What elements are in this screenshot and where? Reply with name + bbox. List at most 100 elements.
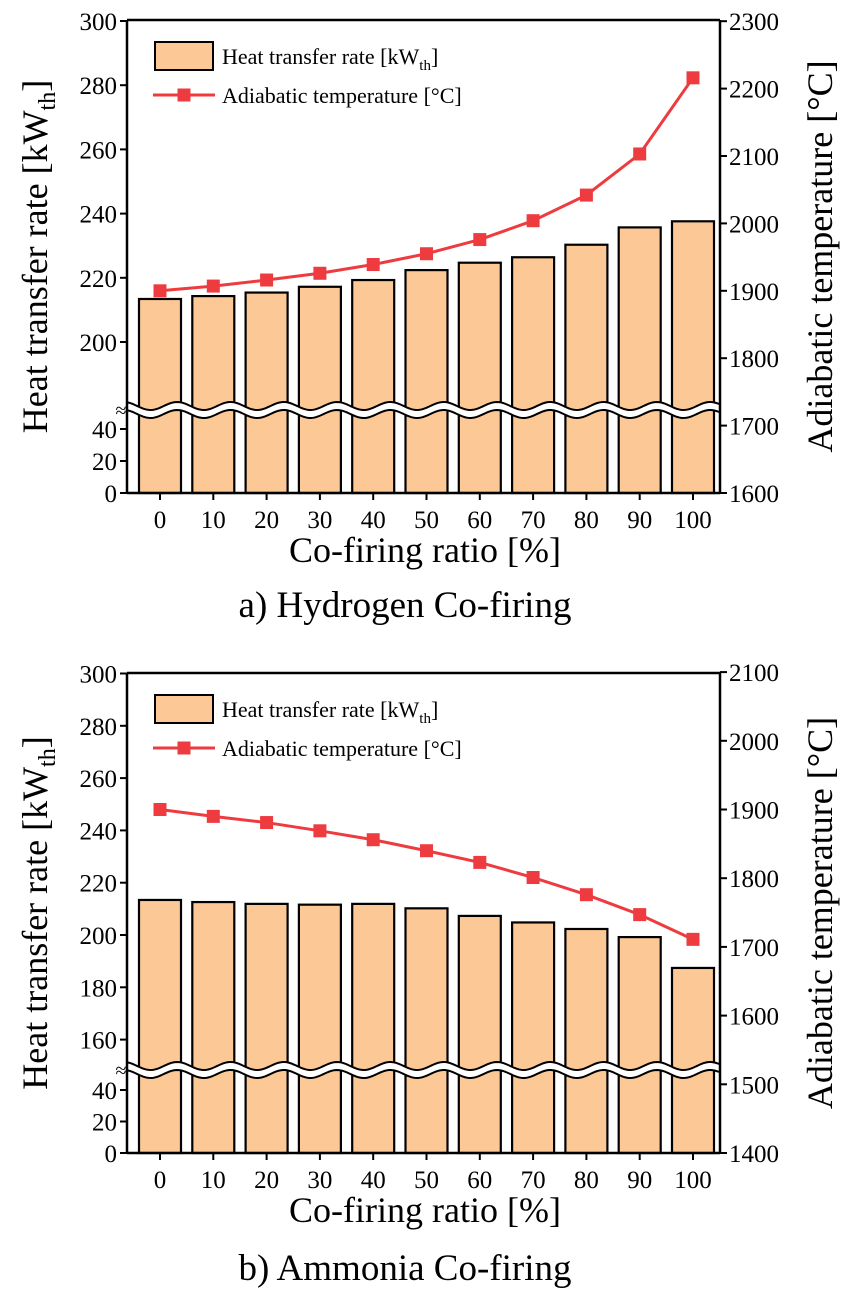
right-y-tick-label: 1900 <box>729 798 779 825</box>
legend-bar-swatch <box>154 41 214 71</box>
left-y-tick-label: 240 <box>80 818 118 845</box>
x-tick-label: 80 <box>574 1167 599 1194</box>
bar <box>244 291 289 495</box>
x-tick-label: 0 <box>154 507 167 534</box>
right-y-tick-label: 1600 <box>729 481 779 508</box>
legend-bar-label-end: ] <box>431 697 438 722</box>
x-tick-label: 50 <box>414 1167 439 1194</box>
axis-break-symbol: ≈ <box>116 1060 127 1082</box>
left-y-tick-label: 260 <box>80 766 118 793</box>
left-y-axis-label-sub: th <box>35 748 61 767</box>
legend-bar-label-main: Heat transfer rate [kW <box>222 44 420 69</box>
left-y-tick-label: 300 <box>80 662 118 689</box>
bar <box>137 297 183 495</box>
left-y-tick-label: 220 <box>80 266 118 293</box>
x-tick-label: 90 <box>627 1167 652 1194</box>
left-y-tick-label: 300 <box>80 9 118 36</box>
legend-line-marker <box>177 741 191 755</box>
chart-hydrogen: ≈0 10 20 30 40 50 60 70 80 90 100 0 20 40 200 220 240 260… <box>15 9 840 626</box>
temperature-marker <box>153 284 167 298</box>
legend-bar-label: Heat transfer rate [kWth] <box>222 44 438 74</box>
axis-break-line <box>126 1068 720 1080</box>
x-tick-label: 40 <box>361 1167 386 1194</box>
bar <box>191 900 236 1155</box>
right-y-tick-label: 2000 <box>729 729 779 756</box>
temperature-marker <box>473 855 487 869</box>
right-y-tick-label: 1400 <box>729 1141 779 1168</box>
axis-break-line <box>126 408 720 420</box>
bar <box>297 903 342 1155</box>
left-y-tick-label: 280 <box>80 714 118 741</box>
x-tick-label: 30 <box>307 1167 332 1194</box>
x-tick-label: 10 <box>201 1167 226 1194</box>
x-tick-label: 40 <box>361 507 386 534</box>
legend-bar-label-sub: th <box>419 711 431 727</box>
legend-bar-label-main: Heat transfer rate [kW <box>222 697 420 722</box>
left-y-tick-label: 280 <box>80 73 118 100</box>
left-y-tick-label: 180 <box>80 975 118 1002</box>
left-y-tick-label: 220 <box>80 871 118 898</box>
legend-bar-label: Heat transfer rate [kWth] <box>222 697 438 727</box>
right-y-tick-label: 2300 <box>729 9 779 36</box>
bar <box>510 921 556 1155</box>
bar <box>404 907 449 1155</box>
chart-ammonia: ≈0 10 20 30 40 50 60 70 80 90 100 0 20 40 160 180 200 220… <box>15 660 840 1289</box>
axis-break-symbol: ≈ <box>116 400 127 422</box>
right-y-tick-label: 1800 <box>729 346 779 373</box>
temperature-marker <box>420 844 433 858</box>
temperature-marker <box>206 809 220 823</box>
right-y-tick-label: 2000 <box>729 211 779 238</box>
left-y-tick-label: 200 <box>80 923 118 950</box>
left-y-tick-label: 260 <box>80 137 118 164</box>
right-y-tick-label: 1800 <box>729 866 779 893</box>
x-axis-label: Co-firing ratio [%] <box>289 530 561 570</box>
left-y-tick-label: 200 <box>80 330 118 357</box>
temperature-marker <box>153 803 167 816</box>
x-tick-label: 70 <box>521 1167 546 1194</box>
temperature-marker <box>633 147 647 161</box>
left-y-tick-label: 0 <box>105 1141 118 1168</box>
bar <box>564 927 609 1155</box>
temperature-marker <box>579 888 593 902</box>
x-tick-label: 80 <box>574 507 599 534</box>
left-y-tick-label: 160 <box>80 1028 118 1055</box>
bar <box>244 902 289 1155</box>
x-tick-label: 20 <box>254 1167 279 1194</box>
right-y-tick-label: 2100 <box>729 144 779 171</box>
temperature-marker <box>313 824 327 838</box>
x-tick-label: 10 <box>201 507 226 534</box>
temperature-marker <box>260 273 274 287</box>
temperature-marker <box>526 871 540 885</box>
right-y-tick-label: 2100 <box>729 660 779 687</box>
left-y-tick-label: 20 <box>92 1110 117 1137</box>
left-y-axis-label: Heat transfer rate [kWth] <box>15 80 61 433</box>
left-y-tick-label: 20 <box>92 449 117 476</box>
x-tick-label: 60 <box>467 1167 492 1194</box>
legend-bar-label-end: ] <box>431 44 438 69</box>
bar <box>617 226 662 495</box>
legend-line-label: Adiabatic temperature [°C] <box>222 736 462 761</box>
legend-bar-swatch <box>154 694 214 724</box>
x-tick-label: 90 <box>627 507 652 534</box>
temperature-marker <box>686 71 700 85</box>
left-y-axis-label-sub: th <box>35 92 61 111</box>
right-y-axis-label: Adiabatic temperature [°C] <box>800 60 840 452</box>
temperature-marker <box>366 833 380 847</box>
temperature-marker <box>633 908 647 922</box>
x-tick-label: 100 <box>674 1167 712 1194</box>
right-y-tick-label: 2200 <box>729 77 779 104</box>
bar <box>564 243 609 495</box>
right-y-tick-label: 1900 <box>729 279 779 306</box>
right-y-tick-label: 1500 <box>729 1072 779 1099</box>
bar <box>297 285 342 495</box>
x-tick-label: 0 <box>154 1167 167 1194</box>
bar <box>191 294 236 495</box>
temperature-marker <box>206 279 220 293</box>
axis-break-line <box>126 1060 720 1072</box>
bar <box>670 220 716 495</box>
left-y-axis-label-end: ] <box>15 736 55 748</box>
legend-line-label: Adiabatic temperature [°C] <box>222 83 462 108</box>
right-y-tick-label: 1600 <box>729 1004 779 1031</box>
chart-caption: a) Hydrogen Co-firing <box>239 585 572 626</box>
temperature-marker <box>260 816 274 830</box>
